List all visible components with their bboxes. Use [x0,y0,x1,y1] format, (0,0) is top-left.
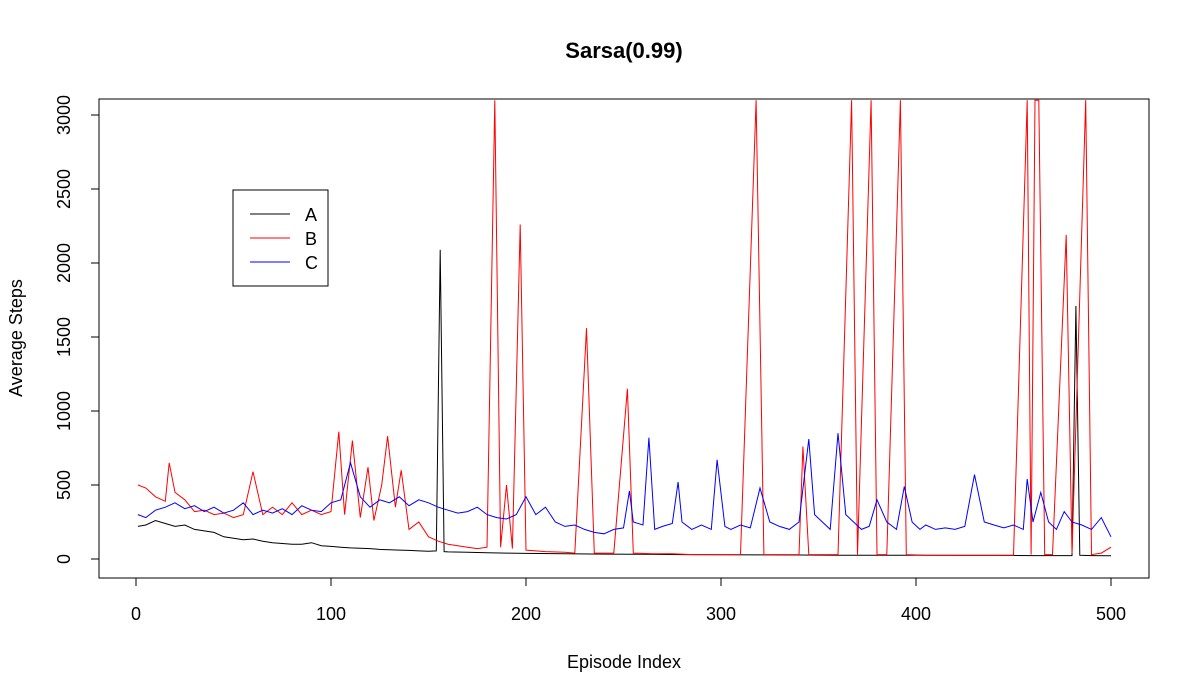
series-line-c [137,433,1112,538]
legend: A B C [232,189,329,287]
plot-frame [98,98,1150,579]
y-axis-label: Average Steps [6,279,26,397]
y-tick-label: 500 [54,470,74,500]
y-tick-label: 1000 [54,391,74,431]
x-tick-label: 300 [706,604,736,624]
x-tick-label: 0 [131,604,141,624]
series-layer [137,99,1112,557]
y-tick-label: 2500 [54,169,74,209]
y-tick-label: 1500 [54,317,74,357]
y-tick-label: 2000 [54,243,74,283]
y-tick-label: 3000 [54,95,74,135]
x-tick-label: 200 [511,604,541,624]
legend-label-a: A [305,205,317,225]
series-line-b [137,99,1112,556]
y-axis: 0 500 1000 1500 2000 2500 3000 [54,95,100,564]
x-tick-label: 500 [1096,604,1126,624]
y-tick-label: 0 [54,554,74,564]
x-axis-label: Episode Index [567,652,681,672]
legend-label-b: B [305,229,317,249]
x-tick-label: 100 [316,604,346,624]
chart-title: Sarsa(0.99) [565,38,682,63]
legend-label-c: C [305,253,318,273]
x-tick-label: 400 [901,604,931,624]
series-line-a [137,249,1112,557]
x-axis: 0 100 200 300 400 500 [131,577,1126,624]
